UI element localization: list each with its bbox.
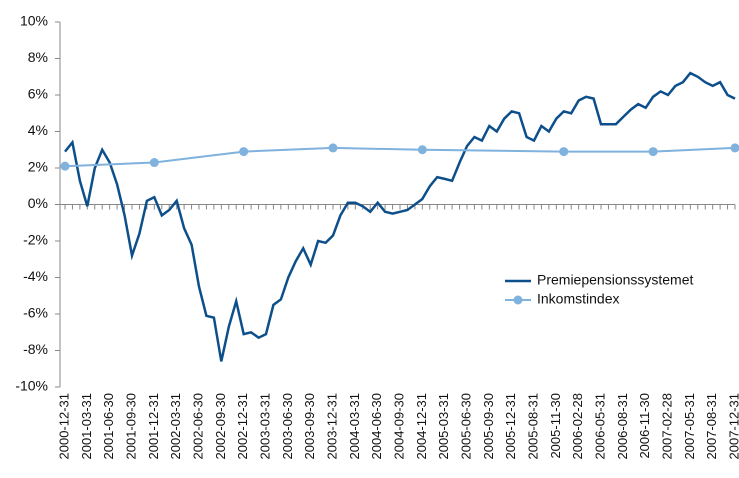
x-tick-label: 2006-05-31 — [592, 393, 607, 460]
x-tick-label: 2007-05-31 — [682, 393, 697, 460]
y-tick-label: 2% — [28, 159, 48, 175]
data-point — [730, 143, 739, 153]
x-tick-label: 2002-09-30 — [213, 393, 228, 460]
x-tick-label: 2006-02-28 — [570, 393, 585, 460]
y-tick-label: 0% — [28, 195, 48, 211]
x-tick-label: 2001-09-30 — [123, 393, 138, 460]
legend-label: Premiepensionssystemet — [537, 272, 694, 288]
x-tick-label: 2001-12-31 — [146, 393, 161, 460]
x-tick-label: 2000-12-31 — [56, 393, 71, 460]
x-tick-label: 2002-12-31 — [235, 393, 250, 460]
data-point — [149, 158, 159, 168]
y-tick-label: 6% — [28, 86, 48, 102]
x-tick-label: 2004-09-30 — [391, 393, 406, 460]
y-tick-label: -6% — [23, 305, 48, 321]
y-tick-label: -2% — [23, 232, 48, 248]
legend-label: Inkomstindex — [537, 291, 619, 307]
x-tick-label: 2005-09-30 — [481, 393, 496, 460]
x-tick-label: 2003-06-30 — [280, 393, 295, 460]
data-point — [559, 147, 569, 157]
x-tick-label: 2005-08-31 — [525, 393, 540, 460]
y-tick-label: -8% — [23, 341, 48, 357]
data-point — [417, 145, 427, 155]
x-tick-label: 2005-11-30 — [548, 393, 563, 459]
x-tick-label: 2004-06-30 — [369, 393, 384, 460]
data-point — [60, 161, 70, 171]
x-tick-label: 2007-08-31 — [704, 393, 719, 460]
series-line — [64, 71, 736, 362]
x-tick-label: 2004-03-31 — [347, 393, 362, 460]
x-tick-label: 2004-12-31 — [414, 393, 429, 460]
x-tick-label: 2006-11-30 — [637, 393, 652, 459]
y-tick-label: 10% — [20, 13, 48, 29]
x-tick-label: 2005-12-31 — [503, 393, 518, 460]
x-tick-label: 2002-03-31 — [168, 393, 183, 460]
x-tick-label: 2003-12-31 — [324, 393, 339, 460]
y-tick-label: 4% — [28, 122, 48, 138]
series-line — [64, 146, 736, 168]
y-tick-label: -10% — [15, 378, 48, 394]
data-point — [239, 147, 249, 157]
y-tick-label: -4% — [23, 268, 48, 284]
x-tick-label: 2007-02-28 — [659, 393, 674, 460]
x-tick-label: 2002-06-30 — [190, 393, 205, 460]
x-tick-label: 2005-03-31 — [436, 393, 451, 460]
legend-marker — [513, 295, 523, 305]
x-tick-label: 2007-12-31 — [726, 393, 739, 460]
x-tick-label: 2001-06-30 — [101, 393, 116, 460]
x-tick-label: 2003-03-31 — [257, 393, 272, 460]
x-tick-label: 2006-08-31 — [615, 393, 630, 460]
data-point — [648, 147, 658, 157]
y-tick-label: 8% — [28, 49, 48, 65]
x-tick-label: 2003-09-30 — [302, 393, 317, 460]
data-point — [328, 143, 338, 153]
x-tick-label: 2005-06-30 — [458, 393, 473, 460]
x-tick-label: 2001-03-31 — [79, 393, 94, 460]
